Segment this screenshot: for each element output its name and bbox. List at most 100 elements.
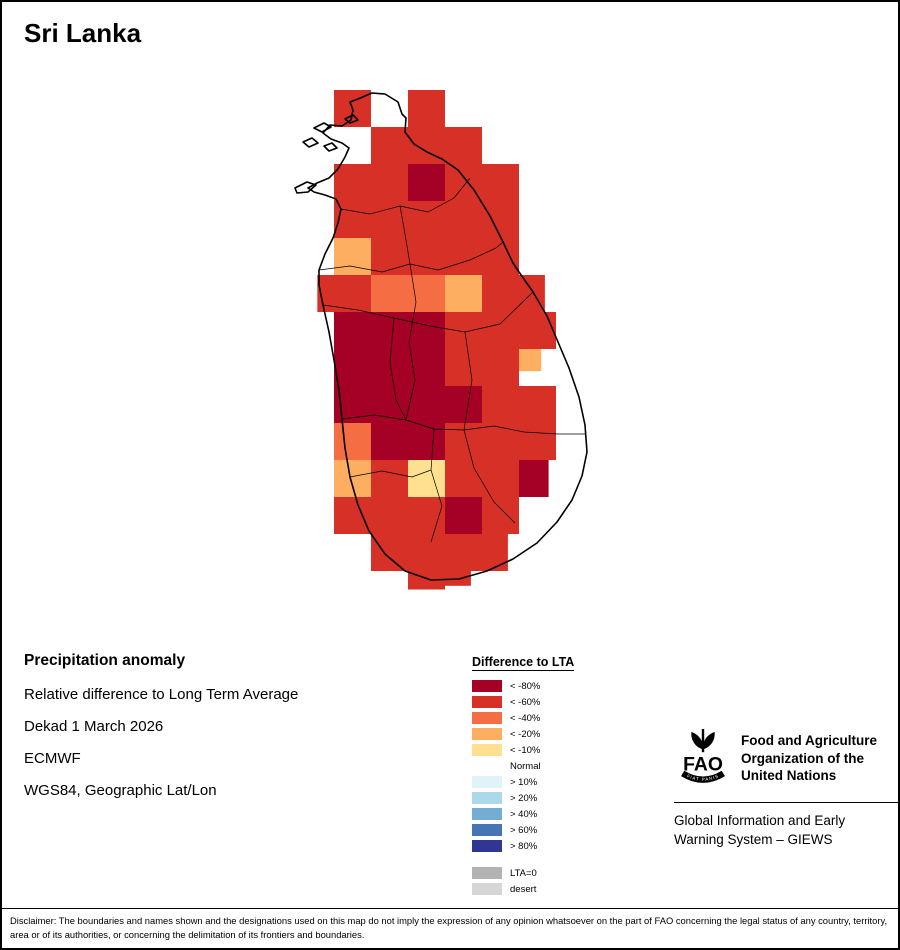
legend-label: > 40% xyxy=(510,808,538,820)
org-name-lines: Food and Agriculture Organization of the U… xyxy=(741,724,877,785)
grid-cell xyxy=(371,312,408,349)
map-info-lines: Relative difference to Long Term Average… xyxy=(24,686,454,799)
grid-cell xyxy=(371,164,408,201)
grid-cell xyxy=(408,238,445,275)
info-line: ECMWF xyxy=(24,750,81,767)
grid-cell xyxy=(445,201,482,238)
legend-swatch xyxy=(472,840,502,852)
grid-cell xyxy=(445,423,482,460)
grid-cell xyxy=(371,275,408,312)
grid-cell xyxy=(445,386,482,423)
grid-cell xyxy=(334,164,371,201)
grid-cell xyxy=(334,423,371,460)
grid-cell xyxy=(408,164,445,201)
legend-label: > 10% xyxy=(510,776,538,788)
legend-row: > 40% xyxy=(472,806,612,822)
grid-cell xyxy=(408,349,445,386)
grid-cell xyxy=(519,460,549,497)
legend-rows: < -80% < -60% < -40% < -20% < -10% Normal > 10… xyxy=(472,678,612,897)
page-title: Sri Lanka xyxy=(24,18,142,48)
legend: Difference to LTA < -80% < -60% < -40% < -2… xyxy=(472,653,612,897)
legend-row: LTA=0 xyxy=(472,865,612,881)
org-separator-line xyxy=(674,802,898,803)
grid-cell xyxy=(482,312,519,349)
grid-cell xyxy=(371,127,408,164)
fao-block: FAO FIAT PANIS Food and Agriculture Organ… xyxy=(674,724,898,790)
legend-gap xyxy=(472,854,612,865)
legend-swatch xyxy=(472,760,502,772)
grid-cell xyxy=(408,312,445,349)
org-subtitle-lines: Global Information and Early Warning Syst… xyxy=(674,812,845,850)
legend-label: > 60% xyxy=(510,824,538,836)
grid-cell xyxy=(445,164,482,201)
grid-cell xyxy=(371,460,408,497)
info-heading: Precipitation anomaly xyxy=(24,652,186,669)
precipitation-grid xyxy=(317,90,556,590)
legend-swatch xyxy=(472,883,502,895)
legend-swatch xyxy=(472,824,502,836)
coastline xyxy=(294,92,588,581)
legend-swatch xyxy=(472,696,502,708)
grid-cell xyxy=(482,164,519,201)
org-subtitle-line: Global Information and Early xyxy=(674,813,846,828)
grid-cell xyxy=(445,349,482,386)
grid-cell xyxy=(408,460,445,497)
legend-label: > 80% xyxy=(510,840,538,852)
grid-cell xyxy=(334,312,371,349)
district-boundaries xyxy=(318,177,585,543)
fao-logo-motto: FIAT PANIS xyxy=(686,773,719,782)
grid-cell xyxy=(408,90,445,127)
legend-row: > 20% xyxy=(472,790,612,806)
org-name-line: Food and Agriculture xyxy=(741,733,877,748)
legend-swatch xyxy=(472,744,502,756)
legend-label: < -80% xyxy=(510,680,541,692)
legend-label: < -60% xyxy=(510,696,541,708)
grid-cell xyxy=(371,238,408,275)
map-info-block: Precipitation anomaly Relative differenc… xyxy=(24,652,454,814)
legend-swatch xyxy=(472,776,502,788)
grid-cell xyxy=(334,460,371,497)
legend-title: Difference to LTA xyxy=(472,655,575,671)
legend-swatch xyxy=(472,808,502,820)
legend-row: > 60% xyxy=(472,822,612,838)
grid-cell xyxy=(445,127,482,164)
grid-cell xyxy=(482,460,519,497)
grid-cell xyxy=(519,349,542,372)
legend-row: desert xyxy=(472,881,612,897)
legend-row: < -10% xyxy=(472,742,612,758)
grid-cell xyxy=(408,201,445,238)
legend-row: > 10% xyxy=(472,774,612,790)
grid-cell xyxy=(482,534,508,571)
org-name-line: United Nations xyxy=(741,768,837,784)
fao-logo-text: FAO xyxy=(683,755,723,776)
grid-cell xyxy=(445,275,482,312)
grid-cell xyxy=(519,423,556,460)
grid-cell xyxy=(408,275,445,312)
grid-cell xyxy=(408,386,445,423)
grid-cell xyxy=(482,386,519,423)
grid-cell xyxy=(371,534,408,571)
legend-swatch xyxy=(472,680,502,692)
legend-label: desert xyxy=(510,883,537,895)
fao-logo: FAO FIAT PANIS xyxy=(674,728,732,790)
info-line: Relative difference to Long Term Average xyxy=(24,686,299,703)
legend-swatch xyxy=(472,867,502,879)
grid-cell xyxy=(371,201,408,238)
org-name-line: Organization of the xyxy=(741,750,864,766)
legend-row: < -20% xyxy=(472,726,612,742)
legend-row: Normal xyxy=(472,758,612,774)
legend-row: > 80% xyxy=(472,838,612,854)
legend-label: < -20% xyxy=(510,728,541,740)
grid-cell xyxy=(317,275,334,312)
grid-cell xyxy=(334,238,371,275)
svg-text:FIAT PANIS: FIAT PANIS xyxy=(686,773,720,782)
grid-cell xyxy=(482,349,519,386)
info-line: Dekad 1 March 2026 xyxy=(24,718,164,735)
org-subtitle-line: Warning System – GIEWS xyxy=(674,831,833,847)
grid-cell xyxy=(371,423,408,460)
legend-swatch xyxy=(472,792,502,804)
legend-label: < -40% xyxy=(510,712,541,724)
legend-label: Normal xyxy=(510,760,541,772)
